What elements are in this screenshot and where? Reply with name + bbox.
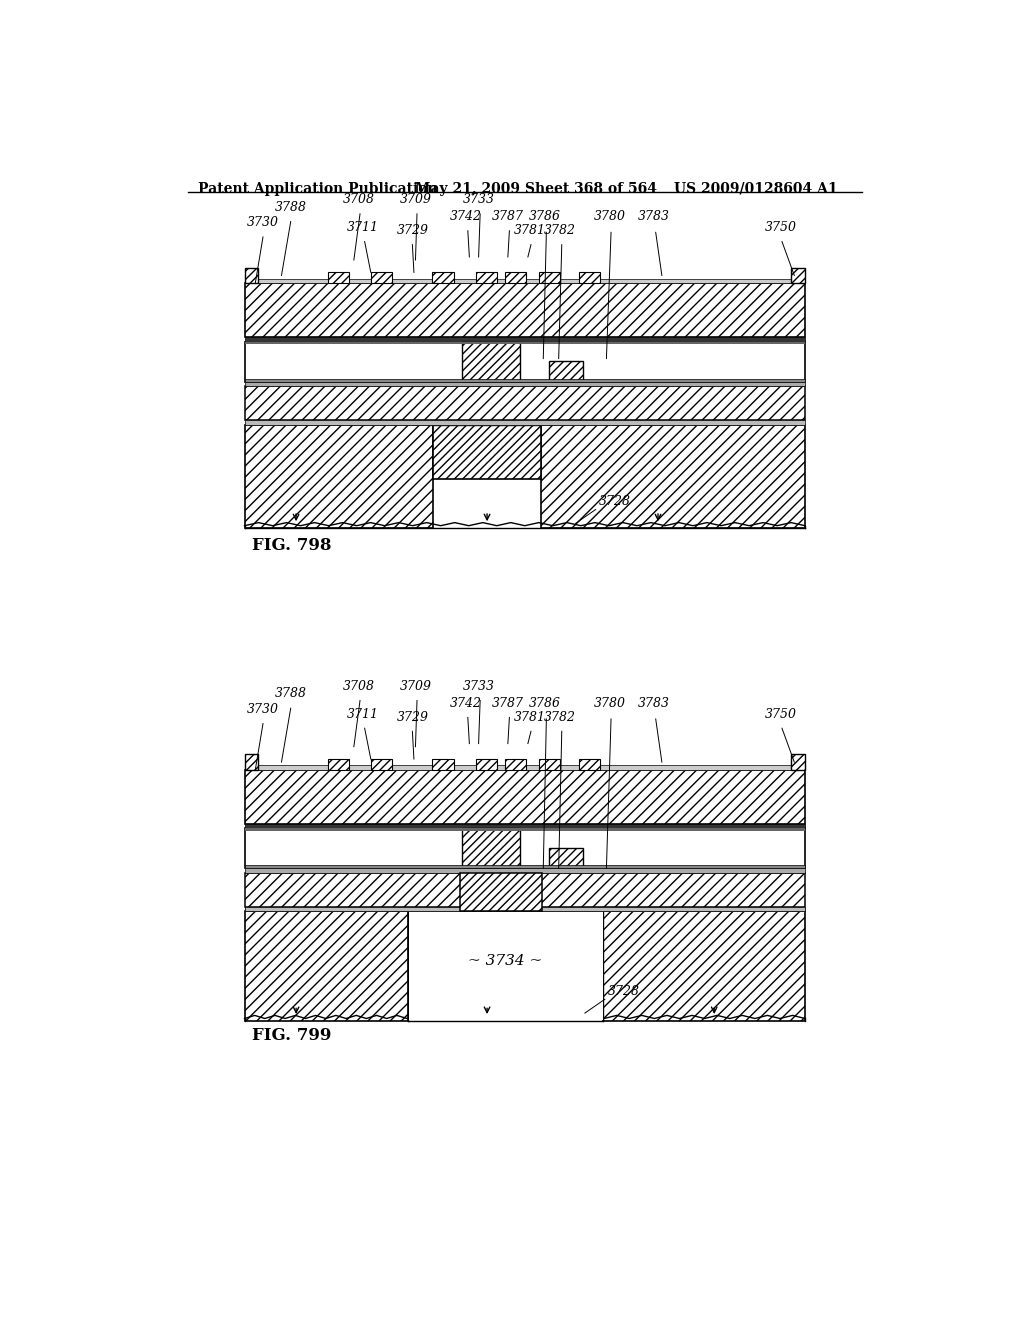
Text: 3709: 3709 <box>399 193 431 206</box>
Bar <box>245 829 805 830</box>
Text: 3728: 3728 <box>608 985 640 998</box>
Text: 3787: 3787 <box>492 697 524 710</box>
Text: 3782: 3782 <box>544 224 577 238</box>
Bar <box>505 759 526 770</box>
Bar <box>328 759 349 770</box>
Text: 3742: 3742 <box>451 210 482 223</box>
Text: Patent Application Publication: Patent Application Publication <box>199 182 438 195</box>
Text: 3730: 3730 <box>247 216 279 230</box>
Bar <box>579 759 600 770</box>
Text: 3788: 3788 <box>274 201 307 214</box>
Bar <box>245 337 805 342</box>
Bar <box>432 272 454 284</box>
Bar <box>792 268 805 284</box>
Bar <box>603 912 805 1020</box>
Text: 3788: 3788 <box>274 688 307 701</box>
Bar <box>409 911 602 1020</box>
Text: US 2009/0128604 A1: US 2009/0128604 A1 <box>674 182 838 195</box>
Text: 3729: 3729 <box>396 710 428 723</box>
Bar <box>245 342 805 345</box>
Bar <box>245 425 433 528</box>
Text: 3733: 3733 <box>463 680 495 693</box>
Text: 3780: 3780 <box>594 210 626 223</box>
Bar <box>245 379 805 381</box>
Text: 3729: 3729 <box>396 224 428 238</box>
Text: 3742: 3742 <box>451 697 482 710</box>
Bar <box>245 866 805 869</box>
Text: 3783: 3783 <box>638 210 670 223</box>
Bar <box>245 268 258 284</box>
Text: FIG. 799: FIG. 799 <box>252 1027 332 1044</box>
Bar <box>245 829 805 869</box>
Bar <box>245 342 805 381</box>
Text: 3782: 3782 <box>544 710 577 723</box>
Bar <box>432 759 454 770</box>
Text: 3781: 3781 <box>513 710 546 723</box>
Text: 3750: 3750 <box>765 708 797 721</box>
Bar <box>792 755 805 770</box>
Bar <box>549 849 583 869</box>
Bar <box>245 284 805 337</box>
Bar <box>245 873 805 907</box>
Text: 3711: 3711 <box>347 220 379 234</box>
Bar <box>245 279 805 284</box>
Bar <box>475 272 497 284</box>
Bar <box>245 420 805 425</box>
Text: 3708: 3708 <box>342 193 375 206</box>
Bar <box>245 912 408 1020</box>
Bar <box>579 272 600 284</box>
Bar <box>541 425 805 528</box>
Text: 3733: 3733 <box>463 193 495 206</box>
Bar <box>475 759 497 770</box>
Text: 3781: 3781 <box>513 224 546 238</box>
Text: 3750: 3750 <box>765 220 797 234</box>
Bar <box>460 873 542 911</box>
Bar <box>371 272 392 284</box>
Text: 3787: 3787 <box>492 210 524 223</box>
Bar <box>505 272 526 284</box>
Bar <box>539 272 560 284</box>
Bar <box>328 272 349 284</box>
Text: 3711: 3711 <box>347 708 379 721</box>
Bar <box>245 869 805 873</box>
Text: 3728: 3728 <box>599 495 631 508</box>
Text: 3786: 3786 <box>528 210 561 223</box>
Bar <box>245 824 805 829</box>
Bar <box>462 342 520 381</box>
Text: 3708: 3708 <box>342 680 375 693</box>
Text: 3730: 3730 <box>247 702 279 715</box>
Bar <box>245 766 805 770</box>
Text: 3709: 3709 <box>399 680 431 693</box>
Bar <box>245 770 805 824</box>
Bar <box>245 755 258 770</box>
Text: 3780: 3780 <box>594 697 626 710</box>
Text: ~ 3734 ~: ~ 3734 ~ <box>468 954 543 968</box>
Bar <box>245 907 805 911</box>
Bar <box>433 425 541 479</box>
Text: Sheet 368 of 564: Sheet 368 of 564 <box>524 182 656 195</box>
Bar <box>462 829 520 869</box>
Text: 3783: 3783 <box>638 697 670 710</box>
Bar <box>245 387 805 420</box>
Bar <box>245 907 805 911</box>
Text: FIG. 798: FIG. 798 <box>252 537 332 554</box>
Text: 3786: 3786 <box>528 697 561 710</box>
Bar <box>539 759 560 770</box>
Text: May 21, 2009: May 21, 2009 <box>416 182 520 195</box>
Bar <box>245 381 805 387</box>
Bar <box>371 759 392 770</box>
Bar <box>549 360 583 381</box>
